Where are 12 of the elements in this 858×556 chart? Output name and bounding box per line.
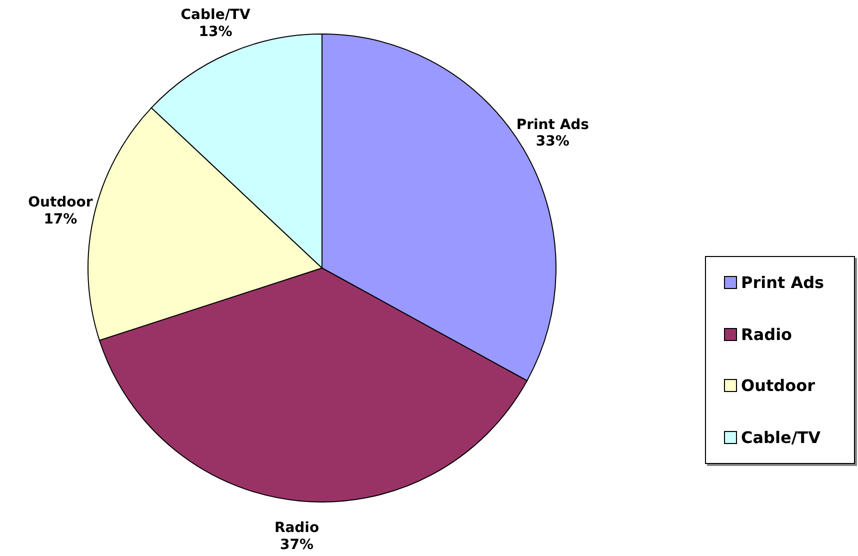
- slice-label: Print Ads: [516, 116, 590, 133]
- legend-label: Outdoor: [741, 376, 815, 396]
- slice-label: Cable/TV: [180, 7, 250, 24]
- data-label: 33%: [536, 134, 570, 150]
- data-label: 17%: [44, 212, 78, 228]
- slice-label: Outdoor: [28, 194, 93, 211]
- data-label: 37%: [280, 536, 314, 553]
- legend-label: Radio: [741, 324, 792, 344]
- legend-label: Cable/TV: [741, 428, 820, 447]
- data-label: 13%: [198, 24, 232, 40]
- legend-label: Print Ads: [741, 273, 824, 292]
- slice-label: Radio: [274, 520, 320, 536]
